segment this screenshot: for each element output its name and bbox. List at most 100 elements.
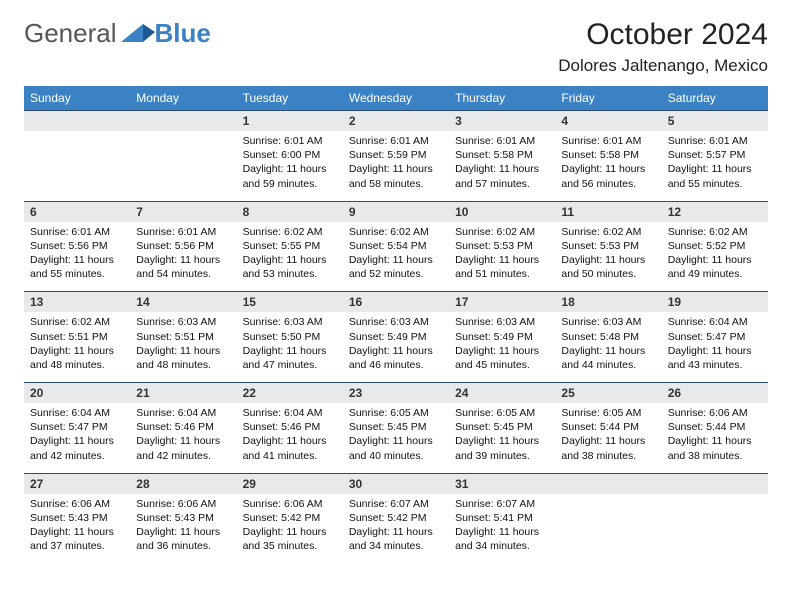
daylight-line: Daylight: 11 hours and 55 minutes.	[30, 254, 114, 280]
day-detail-cell: Sunrise: 6:03 AMSunset: 5:51 PMDaylight:…	[130, 312, 236, 382]
day-number-cell	[130, 111, 236, 132]
daynum-row: 20212223242526	[24, 383, 768, 404]
daylight-line: Daylight: 11 hours and 44 minutes.	[561, 345, 645, 371]
day-detail-cell: Sunrise: 6:02 AMSunset: 5:55 PMDaylight:…	[237, 222, 343, 292]
sunrise-line: Sunrise: 6:01 AM	[668, 135, 748, 147]
daylight-line: Daylight: 11 hours and 40 minutes.	[349, 435, 433, 461]
sunrise-line: Sunrise: 6:02 AM	[561, 226, 641, 238]
sunset-line: Sunset: 5:46 PM	[136, 421, 214, 433]
day-detail-cell	[24, 131, 130, 201]
sunset-line: Sunset: 5:53 PM	[561, 240, 639, 252]
sunrise-line: Sunrise: 6:03 AM	[455, 316, 535, 328]
sunset-line: Sunset: 5:43 PM	[30, 512, 108, 524]
day-detail-cell	[662, 494, 768, 564]
day-number-cell: 22	[237, 383, 343, 404]
page-title: October 2024	[558, 18, 768, 52]
day-number-cell: 6	[24, 201, 130, 222]
sunrise-line: Sunrise: 6:07 AM	[349, 498, 429, 510]
day-detail-cell: Sunrise: 6:06 AMSunset: 5:44 PMDaylight:…	[662, 403, 768, 473]
daylight-line: Daylight: 11 hours and 52 minutes.	[349, 254, 433, 280]
day-number-cell: 25	[555, 383, 661, 404]
day-number-cell: 17	[449, 292, 555, 313]
daylight-line: Daylight: 11 hours and 36 minutes.	[136, 526, 220, 552]
daylight-line: Daylight: 11 hours and 48 minutes.	[30, 345, 114, 371]
logo-text-2: Blue	[155, 18, 211, 49]
day-detail-cell: Sunrise: 6:04 AMSunset: 5:46 PMDaylight:…	[130, 403, 236, 473]
day-detail-cell: Sunrise: 6:06 AMSunset: 5:43 PMDaylight:…	[24, 494, 130, 564]
sunset-line: Sunset: 5:55 PM	[243, 240, 321, 252]
day-detail-cell: Sunrise: 6:01 AMSunset: 5:58 PMDaylight:…	[555, 131, 661, 201]
title-block: October 2024 Dolores Jaltenango, Mexico	[558, 18, 768, 76]
daylight-line: Daylight: 11 hours and 53 minutes.	[243, 254, 327, 280]
sunset-line: Sunset: 5:42 PM	[349, 512, 427, 524]
weekday-header: Monday	[130, 86, 236, 111]
day-detail-cell: Sunrise: 6:04 AMSunset: 5:46 PMDaylight:…	[237, 403, 343, 473]
day-number-cell: 20	[24, 383, 130, 404]
day-number-cell: 13	[24, 292, 130, 313]
sunrise-line: Sunrise: 6:01 AM	[349, 135, 429, 147]
day-number-cell: 21	[130, 383, 236, 404]
day-detail-cell: Sunrise: 6:05 AMSunset: 5:45 PMDaylight:…	[449, 403, 555, 473]
day-detail-cell: Sunrise: 6:03 AMSunset: 5:49 PMDaylight:…	[343, 312, 449, 382]
day-number-cell: 3	[449, 111, 555, 132]
detail-row: Sunrise: 6:01 AMSunset: 6:00 PMDaylight:…	[24, 131, 768, 201]
daylight-line: Daylight: 11 hours and 34 minutes.	[349, 526, 433, 552]
sunset-line: Sunset: 5:42 PM	[243, 512, 321, 524]
day-detail-cell: Sunrise: 6:01 AMSunset: 5:56 PMDaylight:…	[130, 222, 236, 292]
daylight-line: Daylight: 11 hours and 37 minutes.	[30, 526, 114, 552]
weekday-header: Sunday	[24, 86, 130, 111]
calendar-body: 12345 Sunrise: 6:01 AMSunset: 6:00 PMDay…	[24, 111, 768, 564]
sunrise-line: Sunrise: 6:04 AM	[668, 316, 748, 328]
sunrise-line: Sunrise: 6:03 AM	[561, 316, 641, 328]
daylight-line: Daylight: 11 hours and 45 minutes.	[455, 345, 539, 371]
daylight-line: Daylight: 11 hours and 51 minutes.	[455, 254, 539, 280]
day-detail-cell: Sunrise: 6:01 AMSunset: 5:58 PMDaylight:…	[449, 131, 555, 201]
day-number-cell	[555, 473, 661, 494]
sunrise-line: Sunrise: 6:04 AM	[30, 407, 110, 419]
day-detail-cell: Sunrise: 6:02 AMSunset: 5:53 PMDaylight:…	[449, 222, 555, 292]
day-detail-cell: Sunrise: 6:02 AMSunset: 5:52 PMDaylight:…	[662, 222, 768, 292]
daylight-line: Daylight: 11 hours and 47 minutes.	[243, 345, 327, 371]
daylight-line: Daylight: 11 hours and 35 minutes.	[243, 526, 327, 552]
logo: General Blue	[24, 18, 211, 49]
sunrise-line: Sunrise: 6:02 AM	[668, 226, 748, 238]
day-number-cell: 27	[24, 473, 130, 494]
daylight-line: Daylight: 11 hours and 38 minutes.	[561, 435, 645, 461]
sunrise-line: Sunrise: 6:05 AM	[349, 407, 429, 419]
daylight-line: Daylight: 11 hours and 50 minutes.	[561, 254, 645, 280]
sunrise-line: Sunrise: 6:03 AM	[136, 316, 216, 328]
day-detail-cell: Sunrise: 6:01 AMSunset: 6:00 PMDaylight:…	[237, 131, 343, 201]
detail-row: Sunrise: 6:02 AMSunset: 5:51 PMDaylight:…	[24, 312, 768, 382]
daynum-row: 2728293031	[24, 473, 768, 494]
weekday-header-row: Sunday Monday Tuesday Wednesday Thursday…	[24, 86, 768, 111]
day-number-cell: 28	[130, 473, 236, 494]
day-number-cell: 26	[662, 383, 768, 404]
daylight-line: Daylight: 11 hours and 42 minutes.	[30, 435, 114, 461]
sunset-line: Sunset: 5:53 PM	[455, 240, 533, 252]
sunset-line: Sunset: 5:45 PM	[455, 421, 533, 433]
daylight-line: Daylight: 11 hours and 41 minutes.	[243, 435, 327, 461]
sunrise-line: Sunrise: 6:02 AM	[349, 226, 429, 238]
sunset-line: Sunset: 5:49 PM	[455, 331, 533, 343]
daylight-line: Daylight: 11 hours and 54 minutes.	[136, 254, 220, 280]
day-detail-cell: Sunrise: 6:07 AM Sunset: 5:42 PM Daylight:…	[343, 494, 449, 564]
weekday-header: Thursday	[449, 86, 555, 111]
sunset-line: Sunset: 5:47 PM	[668, 331, 746, 343]
day-number-cell: 19	[662, 292, 768, 313]
day-number-cell: 31	[449, 473, 555, 494]
detail-row: Sunrise: 6:06 AM Sunset: 5:43 PM Daylight:…	[24, 494, 768, 564]
sunrise-line: Sunrise: 6:01 AM	[455, 135, 535, 147]
day-detail-cell: Sunrise: 6:06 AMSunset: 5:43 PMDaylight:…	[130, 494, 236, 564]
day-detail-cell: Sunrise: 6:07 AMSunset: 5:41 PMDaylight:…	[449, 494, 555, 564]
daylight-line: Daylight: 11 hours and 49 minutes.	[668, 254, 752, 280]
detail-row: Sunrise: 6:01 AMSunset: 5:56 PMDaylight:…	[24, 222, 768, 292]
daylight-line: Daylight: 11 hours and 34 minutes.	[455, 526, 539, 552]
sunrise-line: Sunrise: 6:01 AM	[136, 226, 216, 238]
sunrise-line: Sunrise: 6:06 AM	[136, 498, 216, 510]
sunrise-line: Sunrise: 6:01 AM	[30, 226, 110, 238]
day-detail-cell: Sunrise: 6:04 AMSunset: 5:47 PMDaylight:…	[24, 403, 130, 473]
day-detail-cell: Sunrise: 6:01 AMSunset: 5:59 PMDaylight:…	[343, 131, 449, 201]
day-number-cell	[24, 111, 130, 132]
logo-text-1: General	[24, 18, 117, 49]
sunrise-line: Sunrise: 6:06 AM	[243, 498, 323, 510]
